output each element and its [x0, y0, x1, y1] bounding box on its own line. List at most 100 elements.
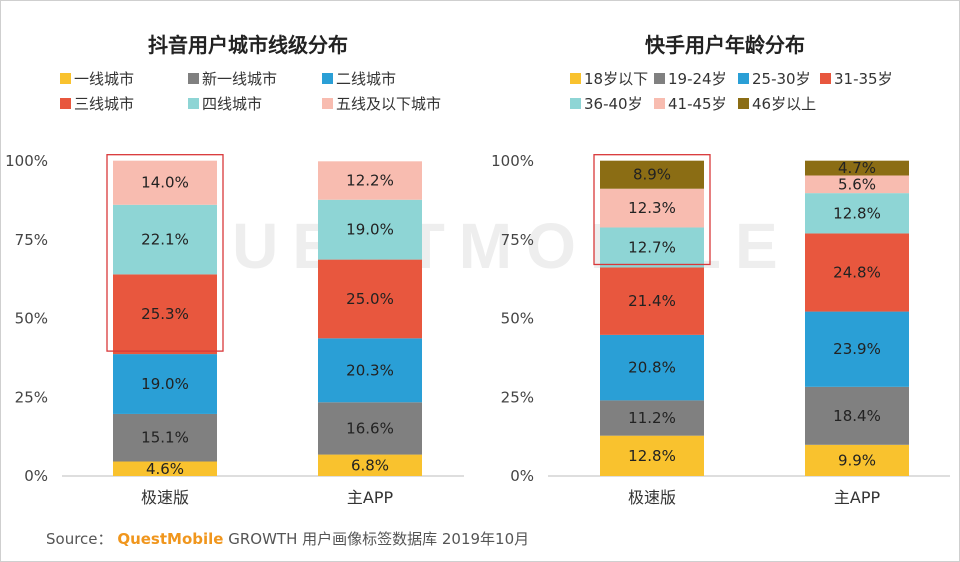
y-tick-label: 25%: [501, 388, 534, 406]
y-tick-label: 75%: [501, 231, 534, 249]
data-label: 25.3%: [141, 305, 189, 323]
legend-swatch: [60, 98, 71, 109]
y-tick-label: 100%: [491, 152, 534, 170]
bar-segment: [600, 160, 704, 189]
legend-label: 一线城市: [74, 70, 134, 88]
data-label: 20.8%: [628, 359, 676, 377]
data-label: 4.7%: [838, 159, 876, 177]
y-tick-label: 75%: [15, 231, 48, 249]
data-label: 6.8%: [351, 456, 389, 474]
data-label: 23.9%: [833, 340, 881, 358]
legend-swatch: [654, 98, 665, 109]
data-label: 12.8%: [628, 447, 676, 465]
y-tick-label: 50%: [501, 310, 534, 328]
data-label: 18.4%: [833, 407, 881, 425]
data-label: 12.3%: [628, 199, 676, 217]
legend-swatch: [188, 73, 199, 84]
chart-title: 抖音用户城市线级分布: [148, 33, 348, 57]
legend-swatch: [188, 98, 199, 109]
data-label: 12.2%: [346, 172, 394, 190]
legend-swatch: [738, 98, 749, 109]
highlight-box: [593, 154, 711, 266]
legend-label: 25-30岁: [752, 70, 811, 88]
bar-segment: [805, 233, 909, 312]
bar-segment: [600, 227, 704, 268]
legend-label: 三线城市: [74, 95, 134, 113]
source-text: GROWTH 用户画像标签数据库 2019年10月: [223, 530, 530, 548]
bar-segment: [318, 454, 422, 476]
bar-segment: [318, 161, 422, 200]
x-tick-label: 极速版: [141, 488, 189, 507]
data-label: 4.6%: [146, 460, 184, 478]
legend-label: 36-40岁: [584, 95, 643, 113]
data-label: 8.9%: [633, 166, 671, 184]
bar-segment: [318, 338, 422, 403]
legend-label: 31-35岁: [834, 70, 893, 88]
data-label: 19.0%: [141, 375, 189, 393]
data-label: 11.2%: [628, 409, 676, 427]
bar-segment: [113, 354, 217, 414]
source-footnote: Source： QuestMobile GROWTH 用户画像标签数据库 201…: [46, 528, 529, 549]
legend-swatch: [570, 73, 581, 84]
highlight-box: [106, 154, 224, 352]
bar-segment: [805, 175, 909, 194]
source-label: Source：: [46, 530, 113, 548]
data-label: 24.8%: [833, 264, 881, 282]
data-label: 16.6%: [346, 419, 394, 437]
bar-segment: [113, 204, 217, 275]
bar-segment: [805, 386, 909, 445]
legend-swatch: [322, 98, 333, 109]
bar-segment: [318, 259, 422, 339]
bar-segment: [805, 160, 909, 176]
bar-segment: [113, 413, 217, 462]
bar-segment: [600, 334, 704, 401]
legend-label: 新一线城市: [202, 70, 277, 88]
bar-segment: [600, 435, 704, 476]
data-label: 12.7%: [628, 238, 676, 256]
legend-swatch: [820, 73, 831, 84]
data-label: 20.3%: [346, 361, 394, 379]
x-tick-label: 极速版: [628, 488, 676, 507]
data-label: 9.9%: [838, 451, 876, 469]
bar-segment: [600, 400, 704, 436]
data-label: 21.4%: [628, 292, 676, 310]
x-tick-label: 主APP: [347, 488, 394, 507]
data-label: 14.0%: [141, 174, 189, 192]
bar-segment: [113, 160, 217, 205]
legend-swatch: [570, 98, 581, 109]
y-tick-label: 100%: [5, 152, 48, 170]
legend-swatch: [654, 73, 665, 84]
legend-label: 46岁以上: [752, 95, 816, 113]
bar-segment: [600, 188, 704, 228]
legend-label: 41-45岁: [668, 95, 727, 113]
y-tick-label: 50%: [15, 310, 48, 328]
data-label: 5.6%: [838, 175, 876, 193]
legend-swatch: [60, 73, 71, 84]
y-tick-label: 0%: [510, 467, 534, 485]
bar-segment: [805, 311, 909, 387]
legend-label: 19-24岁: [668, 70, 727, 88]
legend-label: 四线城市: [202, 95, 262, 113]
data-label: 25.0%: [346, 290, 394, 308]
chart-title: 快手用户年龄分布: [645, 33, 805, 57]
bar-segment: [318, 199, 422, 260]
legend-swatch: [738, 73, 749, 84]
bar-segment: [600, 267, 704, 335]
bar-segment: [805, 444, 909, 476]
legend-swatch: [322, 73, 333, 84]
legend-label: 二线城市: [336, 70, 396, 88]
data-label: 19.0%: [346, 221, 394, 239]
data-label: 15.1%: [141, 429, 189, 447]
bar-segment: [113, 274, 217, 355]
bar-segment: [113, 461, 217, 476]
source-brand: QuestMobile: [117, 530, 224, 548]
data-label: 22.1%: [141, 231, 189, 249]
legend-label: 18岁以下: [584, 70, 648, 88]
data-label: 12.8%: [833, 204, 881, 222]
y-tick-label: 25%: [15, 388, 48, 406]
x-tick-label: 主APP: [834, 488, 881, 507]
bar-segment: [318, 402, 422, 455]
legend-label: 五线及以下城市: [336, 95, 441, 113]
y-tick-label: 0%: [24, 467, 48, 485]
